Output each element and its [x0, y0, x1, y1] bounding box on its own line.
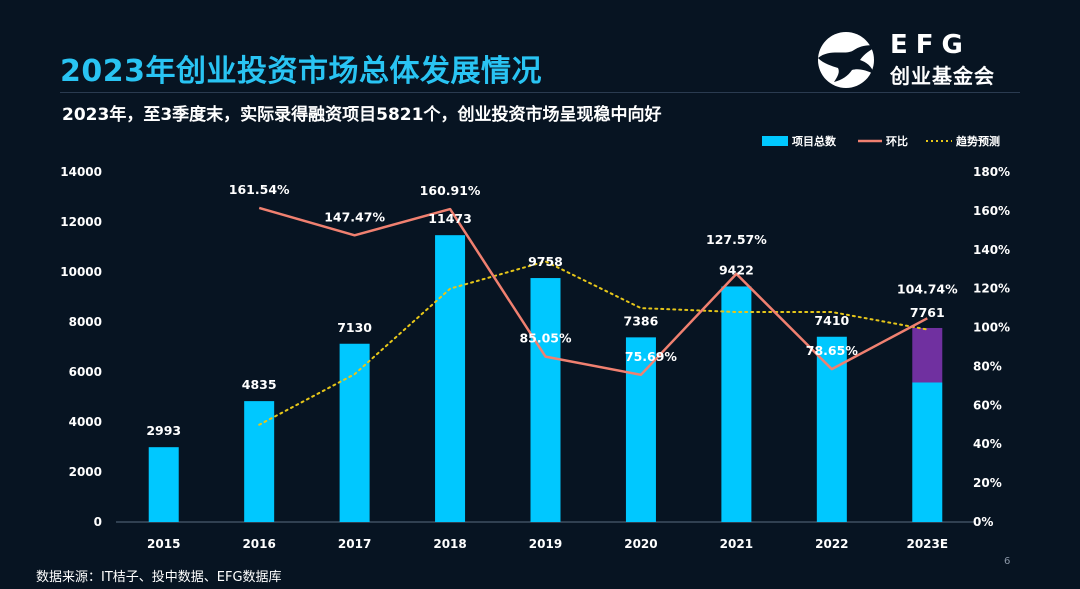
x-tick-label: 2017: [338, 537, 371, 551]
ratio-value-label: 104.74%: [897, 281, 958, 296]
bar: [339, 343, 370, 522]
ratio-value-label: 85.05%: [519, 331, 572, 346]
page-title: 2023年创业投资市场总体发展情况: [60, 54, 542, 89]
bar-value-label: 9758: [528, 254, 563, 269]
efg-logo: EFG 创业基金会: [808, 30, 1028, 90]
bar: [530, 278, 561, 522]
ratio-value-label: 78.65%: [806, 343, 859, 358]
bar-value-label: 7410: [814, 313, 849, 328]
chart-legend: 项目总数 环比 趋势预测: [762, 134, 1000, 148]
ratio-value-label: 160.91%: [420, 183, 481, 198]
bar: [244, 401, 275, 522]
page-subtitle: 2023年，至3季度末，实际录得融资项目5821个，创业投资市场呈现稳中向好: [62, 105, 662, 125]
bar: [435, 235, 466, 523]
page-number: 6: [1004, 556, 1011, 567]
y-right-tick-label: 60%: [973, 398, 1002, 412]
x-tick-label: 2022: [815, 537, 848, 551]
x-tick-label: 2020: [624, 537, 657, 551]
y-left-tick-label: 2000: [69, 465, 102, 479]
bar-value-label: 4835: [242, 377, 277, 392]
bar: [721, 286, 752, 522]
bar-value-label: 7386: [624, 313, 659, 328]
y-right-tick-label: 80%: [973, 359, 1002, 373]
y-left-tick-label: 0: [94, 515, 102, 529]
ratio-value-label: 147.47%: [324, 209, 385, 224]
data-labels: 2993 4835 7130 11473 9758 7386 9422 7410 7761 161…: [146, 182, 958, 438]
bar-value-label: 2993: [146, 423, 181, 438]
bar-series: [148, 235, 943, 523]
y-right-tick-label: 120%: [973, 282, 1010, 296]
x-tick-label: 2023E: [906, 537, 948, 551]
x-tick-label: 2021: [720, 537, 753, 551]
y-left-tick-label: 12000: [60, 215, 102, 229]
y-right-tick-label: 160%: [973, 204, 1010, 218]
y-right-tick-label: 0%: [973, 515, 993, 529]
ratio-line: [258, 206, 928, 377]
ratio-value-label: 127.57%: [706, 232, 767, 247]
bar-value-label: 9422: [719, 262, 754, 277]
y-left-tick-label: 4000: [69, 415, 102, 429]
title-divider: [60, 92, 1020, 93]
logo-text-en: EFG: [890, 30, 971, 60]
y-left-tick-label: 8000: [69, 315, 102, 329]
y-left-tick-label: 10000: [60, 265, 102, 279]
bar-2023-estimate: [912, 327, 943, 383]
ratio-value-label: 161.54%: [229, 182, 290, 197]
bar: [625, 337, 656, 522]
x-tick-label: 2019: [529, 537, 562, 551]
line-series: [258, 206, 929, 426]
x-tick-label: 2018: [433, 537, 466, 551]
eagle-logo-icon: [818, 32, 878, 88]
legend-label-ratio: 环比: [886, 134, 908, 148]
bar-value-label: 7761: [910, 305, 945, 320]
y-right-tick-label: 40%: [973, 437, 1002, 451]
x-tick-label: 2015: [147, 537, 180, 551]
bar-value-label: 7130: [337, 320, 372, 335]
bar-value-label: 11473: [428, 211, 472, 226]
y-right-tick-label: 20%: [973, 476, 1002, 490]
y-left-tick-label: 14000: [60, 165, 102, 179]
logo-text-cn: 创业基金会: [890, 64, 995, 88]
y-right-tick-label: 100%: [973, 321, 1010, 335]
data-source: 数据来源：IT桔子、投中数据、EFG数据库: [36, 570, 282, 585]
chart-axes: 0 2000 4000 6000 8000 10000 12000 14000 0% 20% 40%…: [60, 165, 1010, 551]
bar-2023-actual: [912, 382, 943, 522]
legend-label-bars: 项目总数: [792, 134, 837, 148]
legend-label-trend: 趋势预测: [956, 134, 1000, 148]
y-right-tick-label: 140%: [973, 243, 1010, 257]
bar: [148, 447, 179, 522]
y-right-tick-label: 180%: [973, 165, 1010, 179]
y-left-tick-label: 6000: [69, 365, 102, 379]
x-tick-label: 2016: [242, 537, 275, 551]
ratio-value-label: 75.69%: [625, 349, 678, 364]
legend-swatch-bars: [762, 136, 788, 146]
